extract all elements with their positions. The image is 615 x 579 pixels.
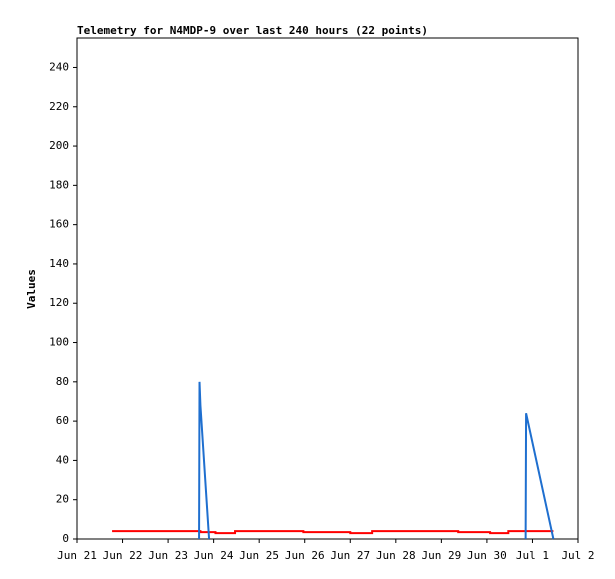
y-tick-label: 220 bbox=[49, 100, 69, 113]
x-tick-label: Jun 30 bbox=[467, 549, 507, 562]
x-tick-label: Jun 24 bbox=[194, 549, 234, 562]
x-tick-label: Jun 29 bbox=[421, 549, 461, 562]
x-tick-label: Jun 25 bbox=[239, 549, 279, 562]
y-tick-label: 80 bbox=[56, 375, 69, 388]
y-tick-label: 180 bbox=[49, 178, 69, 191]
y-tick-label: 160 bbox=[49, 218, 69, 231]
x-tick-label: Jun 28 bbox=[376, 549, 416, 562]
y-axis-label: Values bbox=[25, 269, 38, 309]
chart-title: Telemetry for N4MDP-9 over last 240 hour… bbox=[77, 24, 428, 37]
x-tick-label: Jun 23 bbox=[148, 549, 188, 562]
x-tick-label: Jun 26 bbox=[285, 549, 325, 562]
y-tick-label: 200 bbox=[49, 139, 69, 152]
plot-frame bbox=[76, 37, 579, 540]
data-line bbox=[198, 381, 555, 540]
x-tick-label: Jun 21 bbox=[57, 549, 97, 562]
x-tick-label: Jun 22 bbox=[103, 549, 143, 562]
y-tick-label: 240 bbox=[49, 60, 69, 73]
y-tick-label: 100 bbox=[49, 336, 69, 349]
y-tick-label: 140 bbox=[49, 257, 69, 270]
x-tick-label: Jul 2 bbox=[561, 549, 594, 562]
x-tick-label: Jul 1 bbox=[516, 549, 549, 562]
y-tick-label: 120 bbox=[49, 296, 69, 309]
y-tick-label: 0 bbox=[62, 532, 69, 545]
x-tick-label: Jun 27 bbox=[330, 549, 370, 562]
y-tick-label: 40 bbox=[56, 453, 69, 466]
data-line bbox=[112, 530, 554, 535]
y-tick-label: 60 bbox=[56, 414, 69, 427]
y-tick-label: 20 bbox=[56, 493, 69, 506]
